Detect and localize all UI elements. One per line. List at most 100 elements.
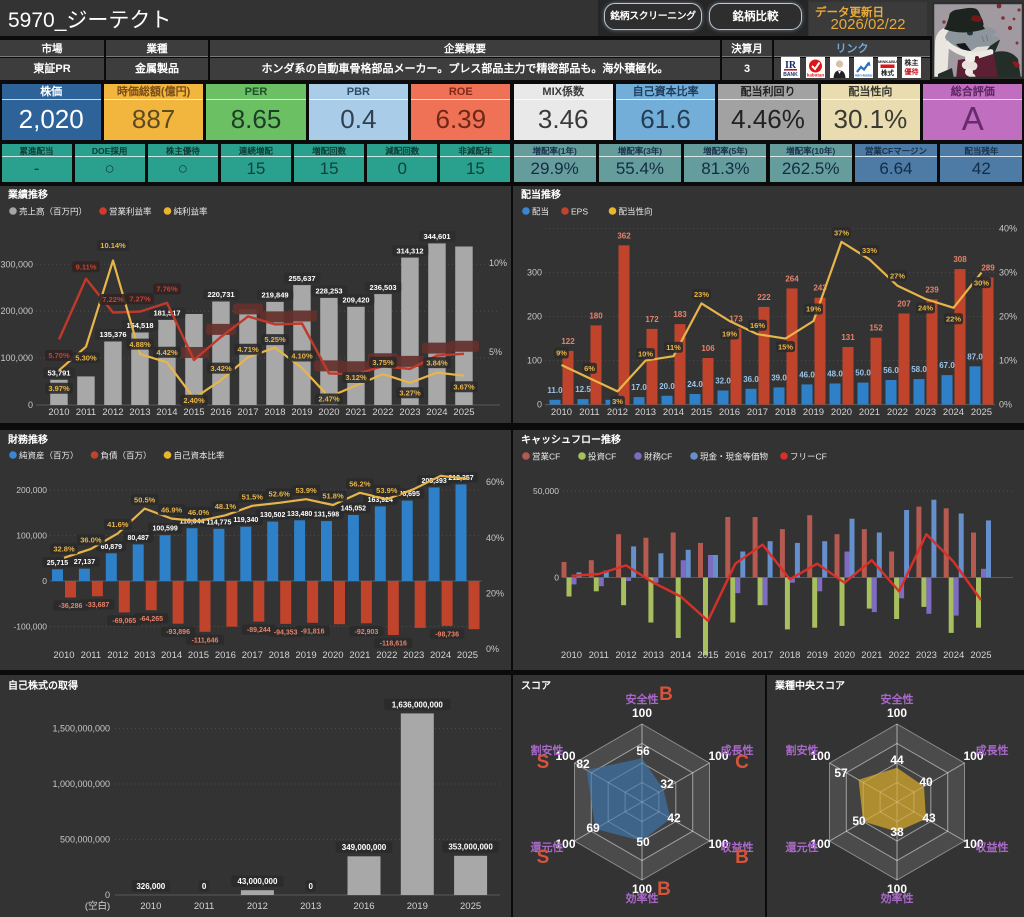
svg-text:100,000: 100,000 — [16, 531, 47, 541]
svg-text:200: 200 — [527, 312, 542, 322]
svg-text:-92,903: -92,903 — [355, 629, 379, 636]
svg-text:50,000: 50,000 — [533, 486, 559, 496]
svg-text:100,599: 100,599 — [152, 526, 177, 533]
svg-text:30%: 30% — [974, 278, 989, 287]
svg-text:44: 44 — [890, 753, 904, 767]
svg-text:5.30%: 5.30% — [75, 353, 97, 362]
svg-text:4.71%: 4.71% — [237, 345, 259, 354]
svg-text:0%: 0% — [486, 644, 499, 654]
svg-text:B: B — [735, 847, 749, 868]
svg-text:2014: 2014 — [161, 650, 182, 661]
svg-text:17.0: 17.0 — [631, 383, 647, 392]
svg-text:40%: 40% — [486, 533, 504, 543]
svg-text:min-kabu: min-kabu — [855, 73, 873, 78]
svg-text:16%: 16% — [750, 321, 765, 330]
svg-text:56: 56 — [636, 744, 650, 758]
svg-text:0: 0 — [202, 882, 207, 891]
svg-text:9%: 9% — [556, 349, 567, 358]
svg-text:2017: 2017 — [747, 407, 768, 418]
svg-text:19%: 19% — [722, 330, 737, 339]
svg-text:130,502: 130,502 — [260, 512, 285, 519]
svg-text:3.42%: 3.42% — [210, 364, 232, 373]
svg-text:51.5%: 51.5% — [242, 493, 264, 502]
svg-text:362: 362 — [617, 231, 631, 240]
svg-text:2024: 2024 — [430, 650, 451, 661]
svg-text:kabutan: kabutan — [807, 73, 825, 78]
svg-text:2022: 2022 — [887, 407, 908, 418]
svg-text:181,517: 181,517 — [153, 309, 180, 318]
svg-text:46.9%: 46.9% — [161, 505, 183, 514]
svg-text:投資CF: 投資CF — [588, 452, 616, 462]
svg-text:131: 131 — [841, 333, 855, 342]
svg-text:314,312: 314,312 — [396, 246, 423, 255]
svg-text:2016: 2016 — [719, 407, 740, 418]
svg-text:2023: 2023 — [403, 650, 424, 661]
svg-text:116,044: 116,044 — [180, 519, 205, 526]
svg-text:41.6%: 41.6% — [107, 520, 129, 529]
svg-text:30%: 30% — [999, 268, 1017, 278]
svg-text:135,376: 135,376 — [99, 330, 126, 339]
svg-text:19%: 19% — [806, 305, 821, 314]
svg-text:2013: 2013 — [134, 650, 155, 661]
svg-text:2016: 2016 — [353, 901, 374, 912]
svg-text:20%: 20% — [486, 588, 504, 598]
svg-text:42: 42 — [667, 811, 681, 825]
svg-text:MINKABU: MINKABU — [878, 59, 897, 64]
svg-text:220,731: 220,731 — [207, 290, 234, 299]
svg-text:-100,000: -100,000 — [13, 622, 47, 632]
svg-text:BANK: BANK — [783, 72, 798, 78]
svg-text:236,503: 236,503 — [369, 283, 396, 292]
svg-text:2021: 2021 — [861, 650, 882, 661]
svg-text:2022: 2022 — [376, 650, 397, 661]
svg-text:配当推移: 配当推移 — [521, 188, 561, 201]
svg-text:53.9%: 53.9% — [376, 486, 398, 495]
svg-text:255,637: 255,637 — [288, 274, 315, 283]
svg-text:5%: 5% — [489, 347, 502, 357]
svg-text:B: B — [657, 879, 671, 900]
svg-text:353,000,000: 353,000,000 — [448, 843, 493, 852]
svg-text:3.67%: 3.67% — [453, 382, 475, 391]
svg-text:5.70%: 5.70% — [48, 351, 70, 360]
svg-text:15%: 15% — [778, 342, 793, 351]
svg-text:2014: 2014 — [670, 650, 691, 661]
svg-text:349,000,000: 349,000,000 — [342, 843, 387, 852]
svg-text:2019: 2019 — [296, 650, 317, 661]
svg-text:2025: 2025 — [453, 407, 474, 418]
svg-text:割安性: 割安性 — [786, 743, 819, 757]
svg-text:-94,353: -94,353 — [274, 630, 298, 637]
svg-text:23%: 23% — [694, 290, 709, 299]
svg-text:-69,065: -69,065 — [112, 618, 136, 625]
svg-text:2018: 2018 — [779, 650, 800, 661]
svg-text:売上高（百万円）: 売上高（百万円） — [19, 207, 87, 217]
svg-text:-36,286: -36,286 — [59, 603, 83, 610]
svg-text:300,000: 300,000 — [0, 259, 33, 269]
svg-text:82: 82 — [576, 757, 590, 771]
svg-text:2014: 2014 — [663, 407, 684, 418]
svg-text:10%: 10% — [999, 356, 1017, 366]
svg-text:-111,646: -111,646 — [192, 637, 219, 644]
svg-text:2012: 2012 — [616, 650, 637, 661]
svg-text:163,924: 163,924 — [368, 497, 393, 504]
svg-text:成長性: 成長性 — [721, 743, 754, 757]
svg-text:50: 50 — [852, 814, 866, 828]
svg-text:株主: 株主 — [905, 58, 919, 67]
svg-text:239: 239 — [925, 285, 939, 294]
svg-text:割安性: 割安性 — [531, 743, 564, 757]
svg-text:46.0: 46.0 — [799, 370, 815, 379]
svg-text:還元性: 還元性 — [786, 840, 819, 854]
svg-text:自己資本比率: 自己資本比率 — [174, 451, 226, 461]
svg-text:2010: 2010 — [53, 650, 74, 661]
svg-text:2019: 2019 — [807, 650, 828, 661]
svg-text:優待: 優待 — [904, 67, 919, 76]
svg-text:172: 172 — [645, 315, 659, 324]
svg-text:222: 222 — [757, 293, 771, 302]
svg-text:2011: 2011 — [81, 650, 101, 661]
svg-text:2012: 2012 — [247, 901, 268, 912]
svg-text:効率性: 効率性 — [626, 891, 659, 905]
svg-text:業績推移: 業績推移 — [7, 188, 48, 201]
svg-text:0: 0 — [42, 576, 47, 586]
svg-text:2023: 2023 — [399, 407, 420, 418]
svg-text:20.0: 20.0 — [659, 382, 675, 391]
svg-text:57: 57 — [834, 766, 848, 780]
svg-text:-89,244: -89,244 — [247, 627, 271, 634]
